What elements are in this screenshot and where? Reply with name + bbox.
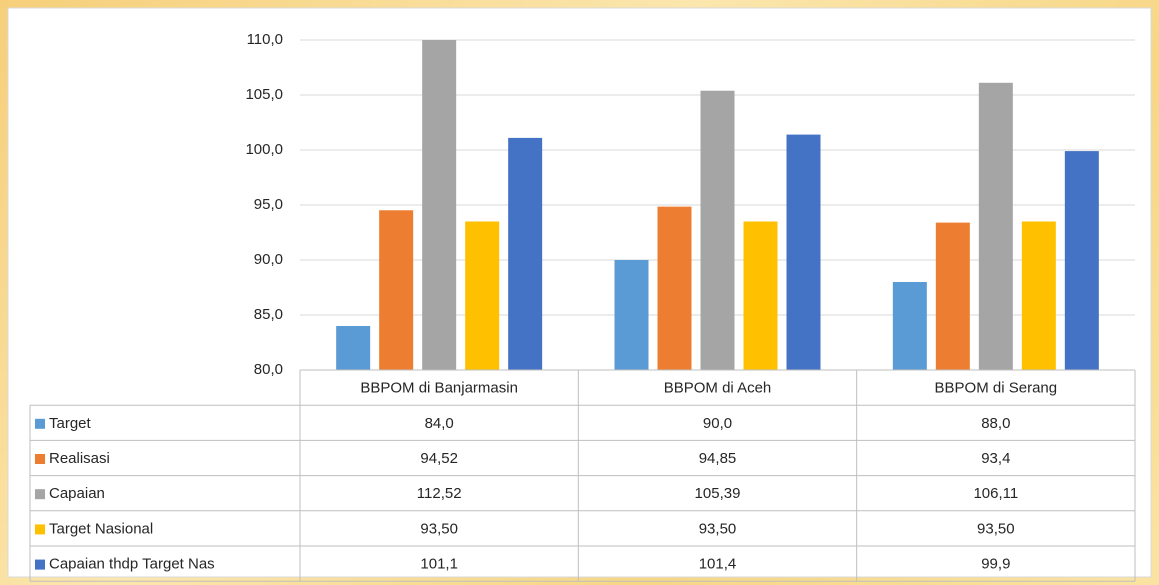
y-tick-label: 90,0 [254,251,283,268]
bar [935,222,970,370]
table-value: 105,39 [695,485,741,502]
bar [978,82,1013,370]
table-value: 90,0 [703,415,732,432]
data-table: BBPOM di Banjarmasin BBPOM di Aceh BBPOM d… [29,369,1136,582]
table-value: 93,4 [981,450,1010,467]
bar [336,326,371,370]
table-value: 94,85 [699,450,737,467]
bar [1021,221,1056,370]
y-tick-label: 110,0 [247,31,283,48]
bar [892,282,927,370]
table-value: 101,1 [420,556,458,573]
legend-label: Target [49,415,92,432]
bar [1064,151,1099,370]
category-label: BBPOM di Aceh [664,380,772,397]
bar [657,206,692,370]
legend-swatch [35,524,45,535]
table-value: 84,0 [425,415,454,432]
table-value: 93,50 [699,520,737,537]
bars [336,40,1099,370]
legend-swatch [35,559,45,570]
legend-swatch [35,418,45,429]
table-value: 101,4 [699,556,737,573]
y-tick-label: 105,0 [245,86,283,103]
bar [508,137,543,370]
category-label: BBPOM di Serang [935,380,1058,397]
bar [743,221,778,370]
y-tick-label: 85,0 [254,306,283,323]
bar [465,221,500,370]
legend-swatch [35,454,45,464]
legend-label: Capaian [49,485,105,502]
table-value: 99,9 [981,556,1010,573]
table-value: 106,11 [973,485,1018,502]
legend-swatch [35,489,45,500]
legend-label: Capaian thdp Target Nas [49,556,215,573]
table-value: 112,52 [417,485,462,502]
legend-label: Target Nasional [49,520,153,537]
table-value: 94,52 [420,450,458,467]
category-label: BBPOM di Banjarmasin [360,380,518,397]
bar [379,210,414,370]
table-value: 93,50 [420,520,458,537]
bar [422,40,457,370]
y-tick-label: 100,0 [245,141,283,158]
bar [700,90,735,370]
y-tick-label: 80,0 [254,361,283,378]
table-value: 93,50 [977,520,1015,537]
bar [614,260,649,370]
table-value: 88,0 [981,415,1010,432]
y-tick-label: 95,0 [254,196,283,213]
legend-label: Realisasi [49,450,110,467]
bar [786,134,821,370]
